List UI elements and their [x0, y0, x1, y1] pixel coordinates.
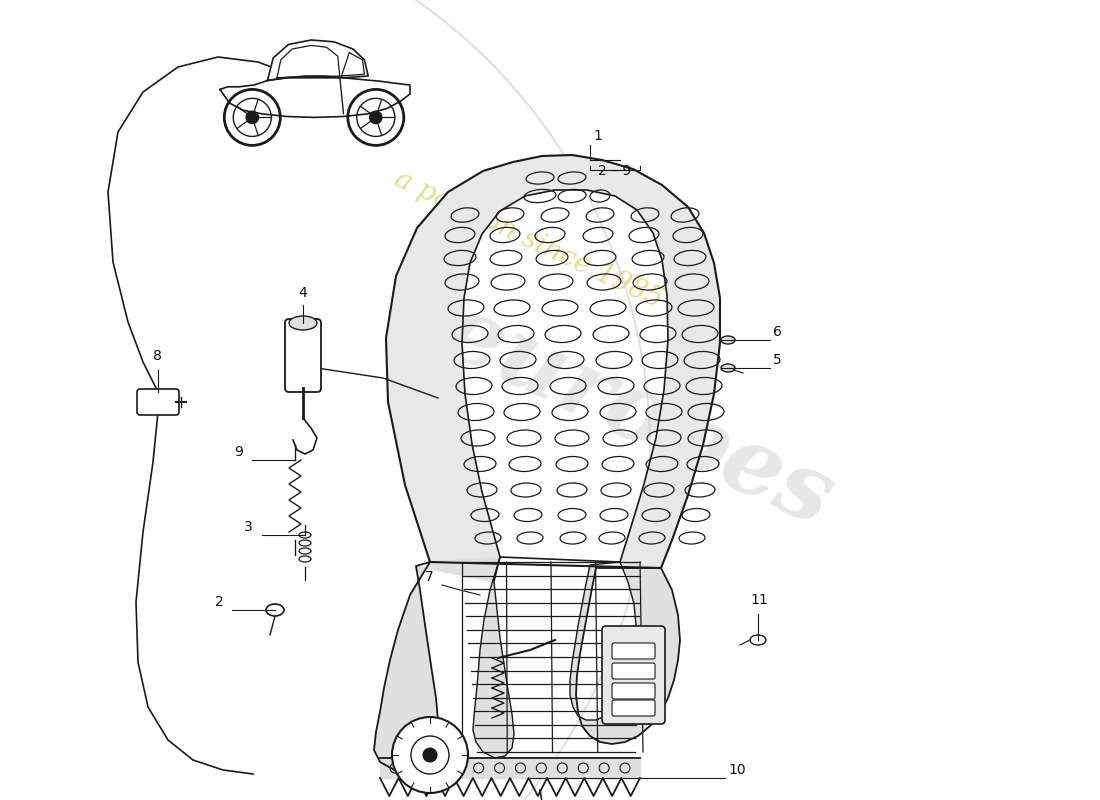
Text: 4: 4: [298, 286, 307, 300]
Ellipse shape: [750, 635, 766, 645]
FancyBboxPatch shape: [285, 319, 321, 392]
Text: 2 – 9: 2 – 9: [598, 164, 631, 178]
Text: 8: 8: [153, 349, 162, 363]
Polygon shape: [267, 40, 369, 81]
Text: 6: 6: [773, 325, 782, 339]
Text: 7: 7: [425, 570, 433, 584]
Circle shape: [246, 111, 258, 123]
Text: 11: 11: [750, 593, 768, 607]
Circle shape: [348, 90, 404, 146]
FancyBboxPatch shape: [612, 683, 654, 699]
FancyBboxPatch shape: [138, 389, 179, 415]
Ellipse shape: [720, 364, 735, 372]
Text: 5: 5: [773, 353, 782, 367]
Text: 1: 1: [593, 129, 602, 143]
FancyBboxPatch shape: [602, 626, 666, 724]
Polygon shape: [374, 557, 514, 772]
Text: 10: 10: [728, 763, 746, 777]
Polygon shape: [220, 76, 410, 118]
Polygon shape: [570, 562, 680, 744]
Text: 3: 3: [244, 520, 253, 534]
Polygon shape: [386, 155, 720, 568]
Circle shape: [424, 748, 437, 762]
Polygon shape: [379, 758, 640, 778]
Text: 2: 2: [214, 595, 223, 609]
Circle shape: [392, 717, 468, 793]
Circle shape: [224, 90, 280, 146]
Text: 9: 9: [234, 445, 243, 459]
FancyBboxPatch shape: [612, 700, 654, 716]
Ellipse shape: [289, 316, 317, 330]
Circle shape: [370, 111, 382, 123]
Text: a passion since 1985: a passion since 1985: [389, 166, 667, 314]
FancyBboxPatch shape: [612, 663, 654, 679]
FancyBboxPatch shape: [612, 643, 654, 659]
Text: europes: europes: [428, 286, 848, 546]
Ellipse shape: [720, 336, 735, 344]
